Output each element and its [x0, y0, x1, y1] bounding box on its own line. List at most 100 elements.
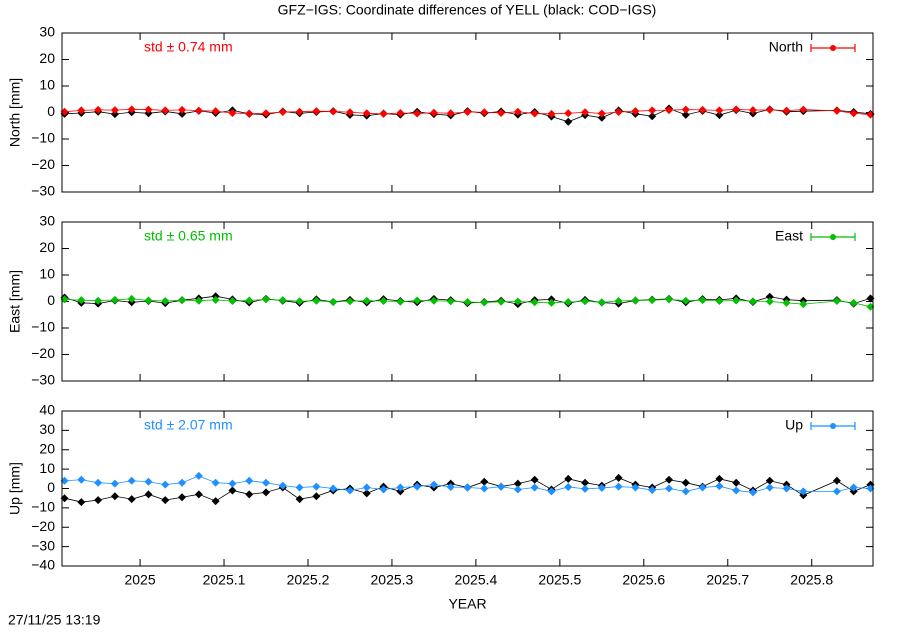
data-point	[832, 106, 841, 115]
data-point	[480, 477, 489, 486]
data-point	[194, 106, 203, 115]
data-point	[345, 297, 354, 306]
data-point	[312, 296, 321, 305]
y-tick-label: −20	[31, 345, 55, 361]
data-point	[765, 105, 774, 114]
data-point	[211, 478, 220, 487]
data-point	[849, 109, 858, 118]
timestamp: 27/11/25 13:19	[8, 612, 101, 628]
data-point	[497, 482, 506, 491]
data-point	[211, 497, 220, 506]
data-point	[362, 109, 371, 118]
data-point	[832, 296, 841, 305]
data-point	[110, 492, 119, 501]
data-point	[262, 295, 271, 304]
data-point	[60, 494, 69, 503]
data-point	[379, 296, 388, 305]
y-axis-label: Up [mm]	[7, 462, 23, 515]
data-point	[446, 482, 455, 491]
data-point	[530, 298, 539, 307]
y-tick-label: 20	[39, 50, 55, 66]
data-point	[110, 295, 119, 304]
data-point	[161, 496, 170, 505]
data-point	[295, 107, 304, 116]
legend-label: East	[775, 228, 803, 244]
y-tick-label: 20	[39, 440, 55, 456]
data-point	[77, 296, 86, 305]
y-tick-label: 20	[39, 239, 55, 255]
data-point	[312, 492, 321, 501]
data-point	[110, 106, 119, 115]
data-point	[547, 487, 556, 496]
data-point	[664, 106, 673, 115]
data-point	[396, 297, 405, 306]
data-point	[681, 296, 690, 305]
y-tick-label: −40	[31, 557, 55, 573]
data-point	[312, 107, 321, 116]
data-point	[228, 479, 237, 488]
y-axis-label: East [mm]	[7, 270, 23, 333]
y-tick-label: −30	[31, 183, 55, 199]
data-point	[715, 111, 724, 120]
data-point	[765, 476, 774, 485]
data-point	[866, 294, 875, 303]
data-point	[597, 109, 606, 118]
data-point	[631, 107, 640, 116]
x-tick-label: 2025.3	[371, 572, 414, 588]
data-point	[77, 106, 86, 115]
y-tick-label: −20	[31, 518, 55, 534]
data-point	[732, 486, 741, 495]
y-tick-label: 0	[47, 292, 55, 308]
data-point	[799, 487, 808, 496]
data-point	[278, 481, 287, 490]
data-point	[295, 297, 304, 306]
y-tick-label: −10	[31, 319, 55, 335]
data-point	[396, 109, 405, 118]
data-point	[345, 108, 354, 117]
y-tick-label: 0	[47, 103, 55, 119]
data-point	[547, 298, 556, 307]
data-point	[564, 474, 573, 483]
data-point	[581, 484, 590, 493]
data-point	[748, 106, 757, 115]
data-point	[681, 105, 690, 114]
data-point	[732, 296, 741, 305]
data-point	[581, 478, 590, 487]
data-point	[144, 490, 153, 499]
legend-label: Up	[785, 417, 803, 433]
data-point	[446, 297, 455, 306]
x-tick-label: 2025.6	[622, 572, 665, 588]
data-point	[463, 107, 472, 116]
data-point	[77, 475, 86, 484]
data-point	[564, 482, 573, 491]
data-point	[379, 109, 388, 118]
data-point	[748, 488, 757, 497]
data-point	[161, 296, 170, 305]
data-point	[211, 295, 220, 304]
data-point	[396, 483, 405, 492]
y-tick-label: 10	[39, 77, 55, 93]
data-point	[228, 486, 237, 495]
data-point	[446, 109, 455, 118]
data-point	[715, 482, 724, 491]
data-point	[581, 297, 590, 306]
data-point	[144, 477, 153, 486]
plot-frame	[61, 410, 874, 567]
data-point	[849, 483, 858, 492]
y-tick-label: 30	[39, 421, 55, 437]
data-point	[547, 109, 556, 118]
data-point	[681, 110, 690, 119]
data-point	[631, 296, 640, 305]
x-tick-label: 2025.8	[790, 572, 833, 588]
data-point	[262, 488, 271, 497]
data-point	[480, 108, 489, 117]
x-tick-label: 2025.1	[203, 572, 246, 588]
data-point	[648, 106, 657, 115]
data-point	[698, 105, 707, 114]
data-point	[127, 294, 136, 303]
annotation: std ± 2.07 mm	[144, 417, 233, 433]
data-point	[60, 107, 69, 116]
